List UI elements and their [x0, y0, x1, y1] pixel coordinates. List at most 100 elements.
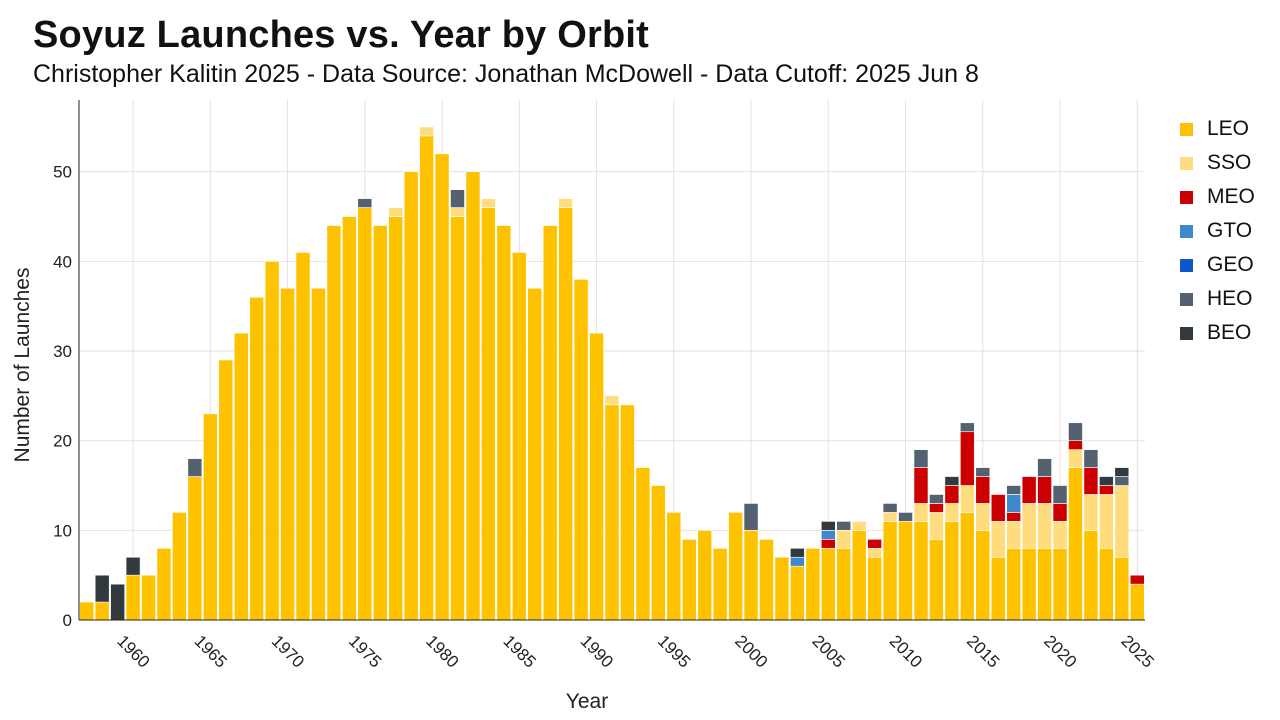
bar-heo-2006	[836, 521, 852, 531]
bar-sso-1979	[419, 126, 434, 137]
bar-sso-2007	[851, 521, 867, 531]
bar-sso-2008	[867, 547, 882, 558]
bar-leo-2020	[1052, 547, 1068, 621]
x-tick-label: 2010	[886, 631, 926, 671]
bar-beo-1958	[94, 574, 110, 603]
bar-meo-2019	[1037, 476, 1052, 504]
x-tick-label: 1960	[113, 631, 153, 671]
bar-leo-2019	[1037, 547, 1052, 621]
bar-meo-2020	[1052, 503, 1068, 522]
legend-item-gto: GTO	[1180, 214, 1255, 248]
legend-label: LEO	[1207, 117, 1250, 140]
bar-leo-1978	[403, 171, 419, 621]
bar-beo-1959	[110, 583, 125, 621]
bar-beo-2024	[1114, 467, 1130, 477]
bar-heo-2021	[1068, 422, 1083, 441]
bar-sso-1988	[558, 198, 573, 208]
bar-meo-2011	[913, 467, 929, 504]
legend-swatch	[1180, 258, 1193, 272]
bar-leo-2025	[1129, 583, 1145, 621]
bar-beo-2005	[820, 521, 836, 531]
bar-meo-2014	[960, 431, 975, 486]
bar-meo-2025	[1129, 574, 1145, 585]
bar-leo-1983	[481, 207, 496, 621]
bar-sso-2009	[882, 512, 898, 522]
bar-beo-2013	[944, 476, 960, 486]
bar-heo-2012	[929, 494, 944, 504]
bar-leo-1999	[728, 512, 743, 621]
legend-swatch	[1180, 122, 1193, 136]
legend-label: GTO	[1207, 219, 1253, 242]
bar-sso-2015	[975, 503, 991, 531]
bar-leo-1964	[187, 476, 203, 621]
x-tick-label: 1985	[499, 631, 539, 671]
bar-leo-2010	[898, 521, 913, 621]
bar-leo-2007	[851, 530, 867, 621]
bar-leo-1989	[573, 279, 589, 621]
bar-leo-2023	[1099, 547, 1114, 621]
bar-meo-2013	[944, 485, 960, 504]
bar-beo-2003	[790, 547, 805, 558]
bar-leo-1971	[295, 252, 311, 621]
legend-item-leo: LEO	[1180, 112, 1255, 146]
bar-heo-2022	[1083, 449, 1099, 468]
bar-leo-2009	[882, 521, 898, 621]
bar-leo-2005	[820, 547, 836, 621]
bar-leo-2021	[1068, 467, 1083, 621]
bar-heo-2009	[882, 503, 898, 513]
bar-leo-1977	[388, 216, 404, 621]
bar-sso-2006	[836, 530, 852, 549]
bar-sso-2012	[929, 512, 944, 540]
bar-heo-1964	[187, 458, 203, 477]
bar-sso-2014	[960, 485, 975, 513]
bar-gto-2003	[790, 556, 805, 567]
chart-subtitle: Christopher Kalitin 2025 - Data Source: …	[33, 60, 979, 88]
bar-leo-1980	[434, 153, 450, 621]
bar-meo-2022	[1083, 467, 1099, 495]
bar-leo-1975	[357, 207, 373, 621]
legend-item-sso: SSO	[1180, 146, 1255, 180]
bar-heo-2024	[1114, 476, 1130, 486]
bar-leo-2003	[790, 565, 805, 621]
bar-meo-2018	[1021, 476, 1037, 504]
bar-meo-2005	[820, 539, 836, 549]
bar-leo-2013	[944, 521, 960, 621]
bar-sso-2017	[1006, 521, 1022, 549]
x-tick-label: 1975	[345, 631, 385, 671]
bar-sso-1991	[604, 395, 620, 406]
x-tick-label: 2005	[808, 631, 848, 671]
bar-meo-2023	[1099, 485, 1114, 495]
bar-leo-2016	[990, 556, 1006, 621]
bar-meo-2015	[975, 476, 991, 504]
bar-beo-2023	[1099, 476, 1114, 486]
bar-leo-1979	[419, 135, 434, 621]
bar-leo-1968	[249, 296, 264, 621]
x-axis-title: Year	[566, 690, 608, 713]
bar-leo-2018	[1021, 547, 1037, 621]
legend-label: SSO	[1207, 151, 1252, 174]
bar-sso-2016	[990, 521, 1006, 558]
bar-beo-1960	[125, 556, 141, 576]
legend-label: GEO	[1207, 253, 1254, 276]
bar-leo-1995	[666, 512, 682, 621]
bar-leo-2022	[1083, 530, 1099, 621]
bar-leo-2008	[867, 556, 882, 621]
bar-leo-1967	[233, 332, 249, 621]
bar-sso-2018	[1021, 503, 1037, 549]
bar-gto-2005	[820, 530, 836, 540]
legend-swatch	[1180, 292, 1193, 306]
bar-heo-1981	[450, 189, 465, 208]
bar-leo-1992	[620, 404, 635, 621]
bar-leo-1966	[218, 359, 234, 621]
bar-leo-2006	[836, 547, 852, 621]
bar-heo-2000	[743, 503, 759, 531]
x-tick-label: 2020	[1040, 631, 1080, 671]
bar-leo-1987	[542, 225, 558, 621]
bar-sso-2024	[1114, 485, 1130, 558]
bar-meo-2016	[990, 494, 1006, 522]
bar-sso-2023	[1099, 494, 1114, 549]
bar-leo-1960	[125, 574, 141, 621]
chart-title: Soyuz Launches vs. Year by Orbit	[33, 14, 650, 56]
bar-sso-2013	[944, 503, 960, 522]
bar-leo-2002	[774, 556, 790, 621]
